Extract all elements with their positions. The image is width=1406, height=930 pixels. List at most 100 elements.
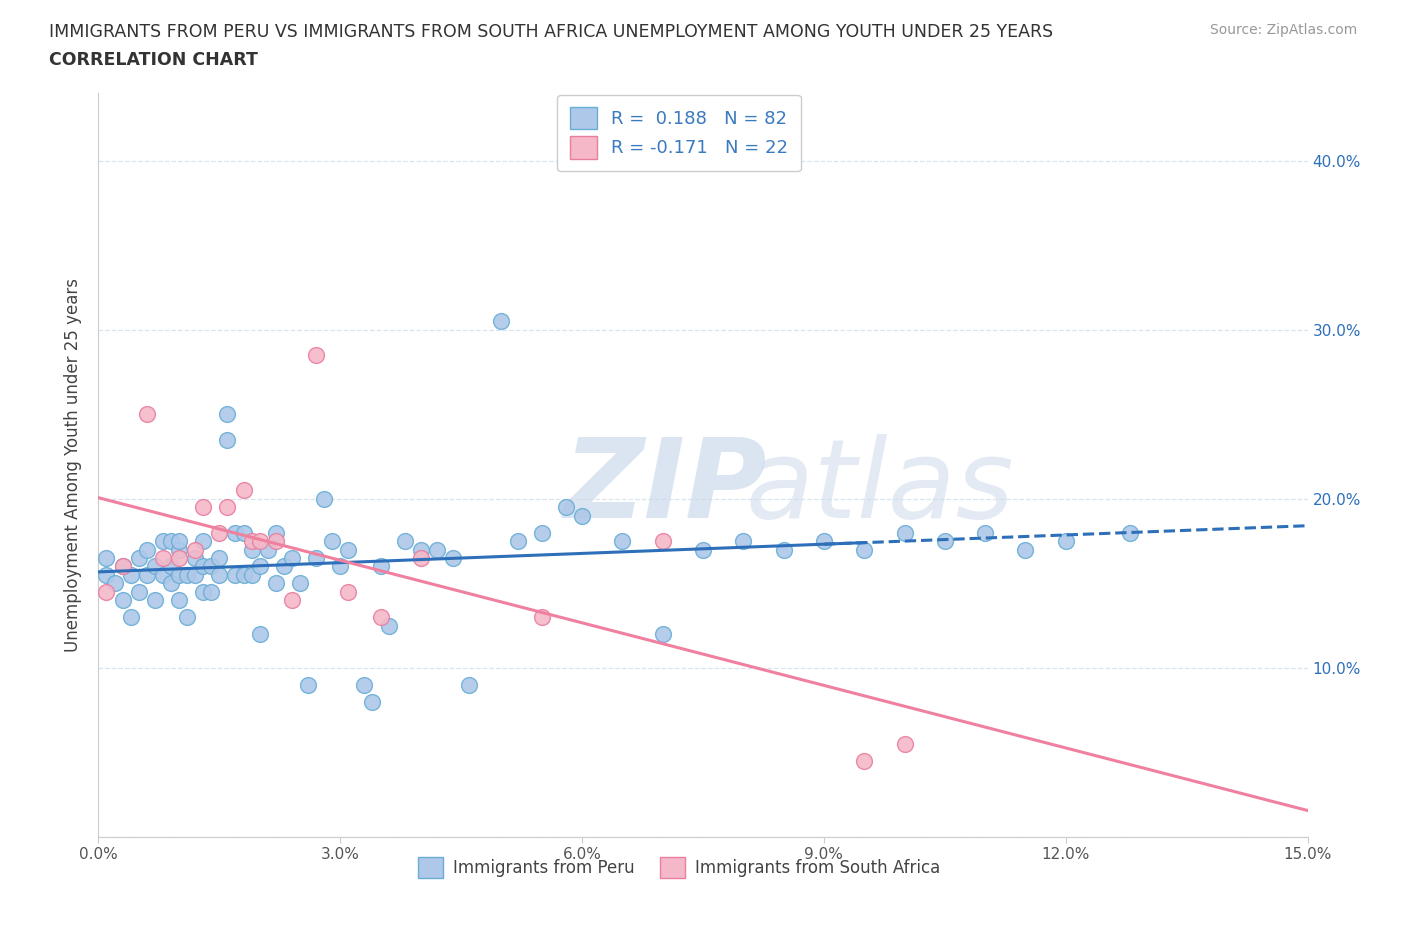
Point xyxy=(184,567,207,582)
Point xyxy=(200,559,222,574)
Point xyxy=(143,592,166,607)
Point xyxy=(305,551,328,565)
Point xyxy=(160,559,183,574)
Point xyxy=(264,534,287,549)
Point xyxy=(370,559,392,574)
Point xyxy=(491,313,513,328)
Point xyxy=(555,499,578,514)
Point xyxy=(160,576,183,591)
Point xyxy=(772,542,794,557)
Point xyxy=(853,542,876,557)
Point xyxy=(160,534,183,549)
Point xyxy=(200,584,222,599)
Point xyxy=(337,584,360,599)
Point xyxy=(208,567,231,582)
Point xyxy=(1054,534,1077,549)
Point xyxy=(893,737,915,751)
Point xyxy=(409,542,432,557)
Point xyxy=(329,559,352,574)
Point xyxy=(249,534,271,549)
Point xyxy=(96,567,118,582)
Point xyxy=(120,610,142,625)
Legend: Immigrants from Peru, Immigrants from South Africa: Immigrants from Peru, Immigrants from So… xyxy=(411,851,946,884)
Point xyxy=(240,542,263,557)
Point xyxy=(571,509,593,524)
Point xyxy=(176,567,198,582)
Point xyxy=(217,432,239,447)
Point xyxy=(232,525,254,540)
Point xyxy=(167,551,190,565)
Point xyxy=(264,525,287,540)
Point xyxy=(224,525,246,540)
Point xyxy=(128,584,150,599)
Point xyxy=(128,551,150,565)
Point xyxy=(337,542,360,557)
Point xyxy=(208,525,231,540)
Point xyxy=(281,551,304,565)
Point xyxy=(612,534,634,549)
Point xyxy=(184,551,207,565)
Point xyxy=(264,576,287,591)
Point xyxy=(249,559,271,574)
Point xyxy=(217,406,239,421)
Point xyxy=(167,567,190,582)
Point xyxy=(426,542,449,557)
Point xyxy=(974,525,997,540)
Y-axis label: Unemployment Among Youth under 25 years: Unemployment Among Youth under 25 years xyxy=(65,278,83,652)
Point xyxy=(217,499,239,514)
Point xyxy=(394,534,416,549)
Point xyxy=(152,534,174,549)
Point xyxy=(152,551,174,565)
Point xyxy=(135,406,157,421)
Point xyxy=(167,534,190,549)
Point xyxy=(370,610,392,625)
Point xyxy=(1119,525,1142,540)
Point xyxy=(530,525,553,540)
Point xyxy=(184,542,207,557)
Point xyxy=(651,534,673,549)
Point xyxy=(853,753,876,768)
Point xyxy=(321,534,343,549)
Point xyxy=(273,559,295,574)
Point xyxy=(96,551,118,565)
Point xyxy=(208,551,231,565)
Point xyxy=(152,567,174,582)
Point xyxy=(1014,542,1036,557)
Point xyxy=(506,534,529,549)
Point xyxy=(297,677,319,692)
Point xyxy=(167,592,190,607)
Point xyxy=(305,348,328,363)
Point xyxy=(361,695,384,710)
Point xyxy=(813,534,835,549)
Point xyxy=(111,559,134,574)
Point xyxy=(353,677,375,692)
Point xyxy=(232,483,254,498)
Text: Source: ZipAtlas.com: Source: ZipAtlas.com xyxy=(1209,23,1357,37)
Text: CORRELATION CHART: CORRELATION CHART xyxy=(49,51,259,69)
Point xyxy=(314,491,336,506)
Point xyxy=(733,534,755,549)
Point xyxy=(193,584,215,599)
Point xyxy=(893,525,915,540)
Point xyxy=(232,567,254,582)
Point xyxy=(281,592,304,607)
Point xyxy=(240,534,263,549)
Point xyxy=(651,627,673,642)
Text: IMMIGRANTS FROM PERU VS IMMIGRANTS FROM SOUTH AFRICA UNEMPLOYMENT AMONG YOUTH UN: IMMIGRANTS FROM PERU VS IMMIGRANTS FROM … xyxy=(49,23,1053,41)
Point xyxy=(377,618,399,633)
Point xyxy=(692,542,714,557)
Point xyxy=(934,534,956,549)
Point xyxy=(240,567,263,582)
Point xyxy=(193,499,215,514)
Point xyxy=(167,542,190,557)
Point xyxy=(458,677,481,692)
Point xyxy=(111,559,134,574)
Point xyxy=(135,567,157,582)
Point xyxy=(441,551,464,565)
Point xyxy=(530,610,553,625)
Text: ZIP: ZIP xyxy=(564,433,768,541)
Point xyxy=(409,551,432,565)
Point xyxy=(111,592,134,607)
Point xyxy=(135,542,157,557)
Point xyxy=(193,559,215,574)
